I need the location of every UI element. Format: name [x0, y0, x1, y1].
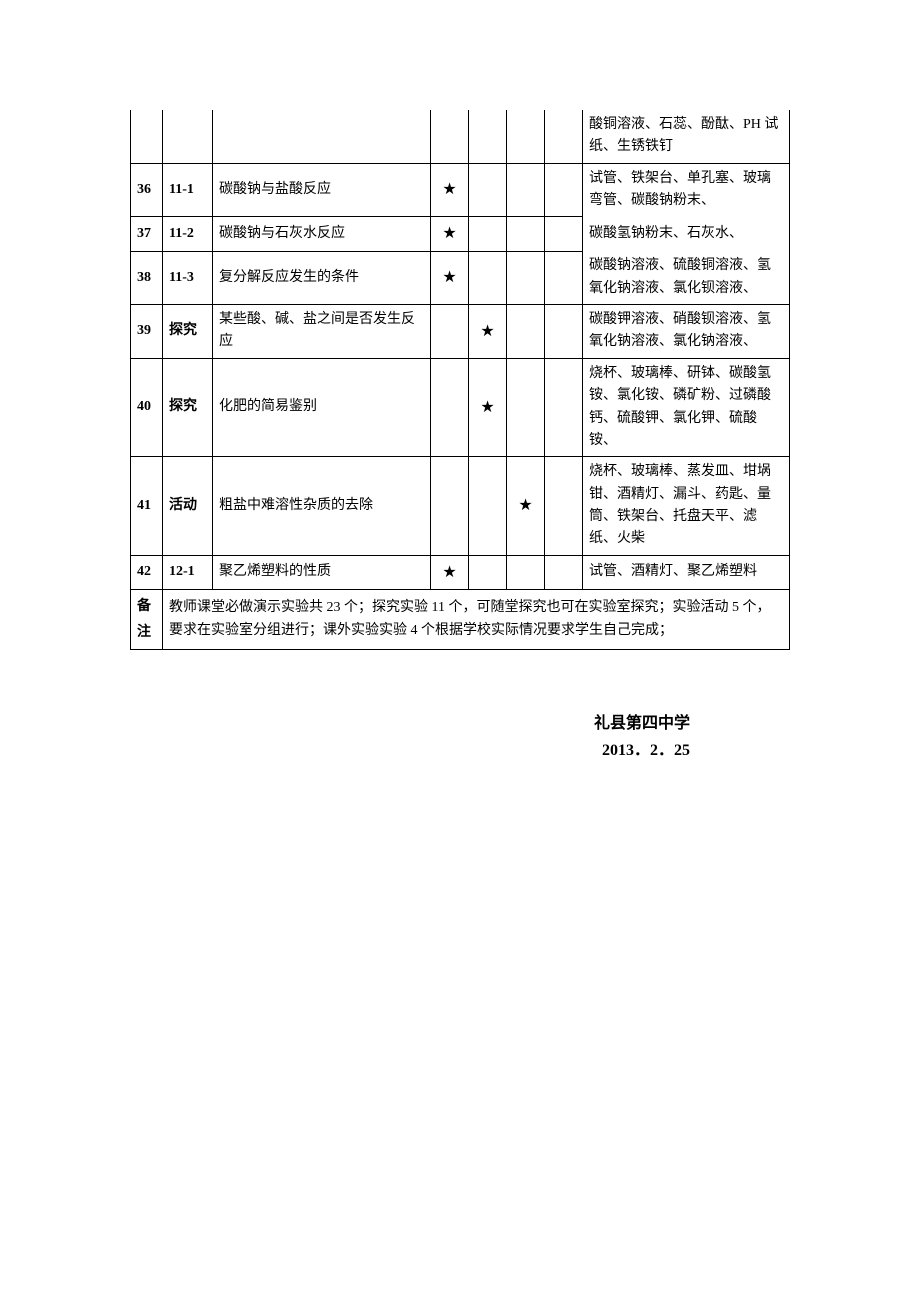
- star-col-3: [507, 304, 545, 358]
- star-col-2: [469, 555, 507, 590]
- table-row: 3811-3复分解反应发生的条件★ 碳酸钠溶液、硫酸铜溶液、氢氧化钠溶液、氯化钡溶…: [131, 251, 790, 304]
- row-code: 11-2: [163, 217, 213, 252]
- star-col-1: ★: [431, 163, 469, 216]
- materials-cell: 碳酸氢钠粉末、石灰水、: [583, 217, 790, 252]
- experiment-name: 粗盐中难溶性杂质的去除: [213, 457, 431, 556]
- row-index: 40: [131, 358, 163, 457]
- row-code: [163, 110, 213, 163]
- experiment-name: 碳酸钠与石灰水反应: [213, 217, 431, 252]
- star-col-4: [545, 457, 583, 556]
- row-index: 42: [131, 555, 163, 590]
- materials-cell: 烧杯、玻璃棒、蒸发皿、坩埚钳、酒精灯、漏斗、药匙、量筒、铁架台、托盘天平、滤纸、…: [583, 457, 790, 556]
- remark-label: 备注: [131, 590, 163, 649]
- star-col-3: [507, 163, 545, 216]
- row-code: 12-1: [163, 555, 213, 590]
- table-row: 4212-1聚乙烯塑料的性质★ 试管、酒精灯、聚乙烯塑料: [131, 555, 790, 590]
- table-row: 41活动粗盐中难溶性杂质的去除 ★ 烧杯、玻璃棒、蒸发皿、坩埚钳、酒精灯、漏斗、药匙…: [131, 457, 790, 556]
- table-row: 3711-2碳酸钠与石灰水反应★ 碳酸氢钠粉末、石灰水、: [131, 217, 790, 252]
- row-index: 37: [131, 217, 163, 252]
- remark-text: 教师课堂必做演示实验共 23 个；探究实验 11 个，可随堂探究也可在实验室探究…: [163, 590, 790, 649]
- star-col-1: [431, 304, 469, 358]
- star-col-2: [469, 251, 507, 304]
- star-col-1: ★: [431, 251, 469, 304]
- row-code: 11-3: [163, 251, 213, 304]
- star-col-2: [469, 163, 507, 216]
- star-col-2: [469, 457, 507, 556]
- table-row: 39探究某些酸、碱、盐之间是否发生反应 ★ 碳酸钾溶液、硝酸钡溶液、氢氧化钠溶液、氯…: [131, 304, 790, 358]
- star-col-1: ★: [431, 555, 469, 590]
- experiment-name: [213, 110, 431, 163]
- row-code: 探究: [163, 304, 213, 358]
- star-col-3: [507, 555, 545, 590]
- materials-cell: 试管、铁架台、单孔塞、玻璃弯管、碳酸钠粉末、: [583, 163, 790, 216]
- signature-date: 2013．2．25: [130, 737, 750, 764]
- table-row: 3611-1碳酸钠与盐酸反应★ 试管、铁架台、单孔塞、玻璃弯管、碳酸钠粉末、: [131, 163, 790, 216]
- experiment-name: 碳酸钠与盐酸反应: [213, 163, 431, 216]
- experiment-table: 酸铜溶液、石蕊、酚酞、PH 试纸、生锈铁钉3611-1碳酸钠与盐酸反应★试管、铁…: [130, 110, 790, 650]
- row-index: 38: [131, 251, 163, 304]
- star-col-2: ★: [469, 304, 507, 358]
- table-row-partial: 酸铜溶液、石蕊、酚酞、PH 试纸、生锈铁钉: [131, 110, 790, 163]
- star-col-4: [545, 358, 583, 457]
- row-index: [131, 110, 163, 163]
- star-col-4: [545, 217, 583, 252]
- star-col-4: [545, 251, 583, 304]
- star-col-1: [431, 110, 469, 163]
- star-col-2: [469, 110, 507, 163]
- star-col-3: [507, 217, 545, 252]
- remark-row: 备注教师课堂必做演示实验共 23 个；探究实验 11 个，可随堂探究也可在实验室…: [131, 590, 790, 649]
- materials-cell: 烧杯、玻璃棒、研钵、碳酸氢铵、氯化铵、磷矿粉、过磷酸钙、硫酸钾、氯化钾、硫酸铵、: [583, 358, 790, 457]
- star-col-4: [545, 555, 583, 590]
- row-code: 探究: [163, 358, 213, 457]
- star-col-1: [431, 457, 469, 556]
- star-col-1: ★: [431, 217, 469, 252]
- star-col-3: ★: [507, 457, 545, 556]
- row-code: 11-1: [163, 163, 213, 216]
- document-page: 酸铜溶液、石蕊、酚酞、PH 试纸、生锈铁钉3611-1碳酸钠与盐酸反应★试管、铁…: [0, 0, 920, 764]
- star-col-3: [507, 110, 545, 163]
- star-col-4: [545, 163, 583, 216]
- school-name: 礼县第四中学: [130, 710, 750, 737]
- star-col-3: [507, 358, 545, 457]
- star-col-1: [431, 358, 469, 457]
- star-col-3: [507, 251, 545, 304]
- experiment-name: 聚乙烯塑料的性质: [213, 555, 431, 590]
- experiment-name: 某些酸、碱、盐之间是否发生反应: [213, 304, 431, 358]
- materials-cell: 试管、酒精灯、聚乙烯塑料: [583, 555, 790, 590]
- row-code: 活动: [163, 457, 213, 556]
- star-col-2: ★: [469, 358, 507, 457]
- row-index: 36: [131, 163, 163, 216]
- experiment-name: 化肥的简易鉴别: [213, 358, 431, 457]
- materials-cell: 碳酸钾溶液、硝酸钡溶液、氢氧化钠溶液、氯化钠溶液、: [583, 304, 790, 358]
- signature-block: 礼县第四中学 2013．2．25: [130, 710, 790, 764]
- row-index: 41: [131, 457, 163, 556]
- experiment-name: 复分解反应发生的条件: [213, 251, 431, 304]
- table-row: 40探究化肥的简易鉴别 ★ 烧杯、玻璃棒、研钵、碳酸氢铵、氯化铵、磷矿粉、过磷酸钙、…: [131, 358, 790, 457]
- materials-cell: 碳酸钠溶液、硫酸铜溶液、氢氧化钠溶液、氯化钡溶液、: [583, 251, 790, 304]
- star-col-4: [545, 110, 583, 163]
- materials-cell: 酸铜溶液、石蕊、酚酞、PH 试纸、生锈铁钉: [583, 110, 790, 163]
- row-index: 39: [131, 304, 163, 358]
- star-col-4: [545, 304, 583, 358]
- star-col-2: [469, 217, 507, 252]
